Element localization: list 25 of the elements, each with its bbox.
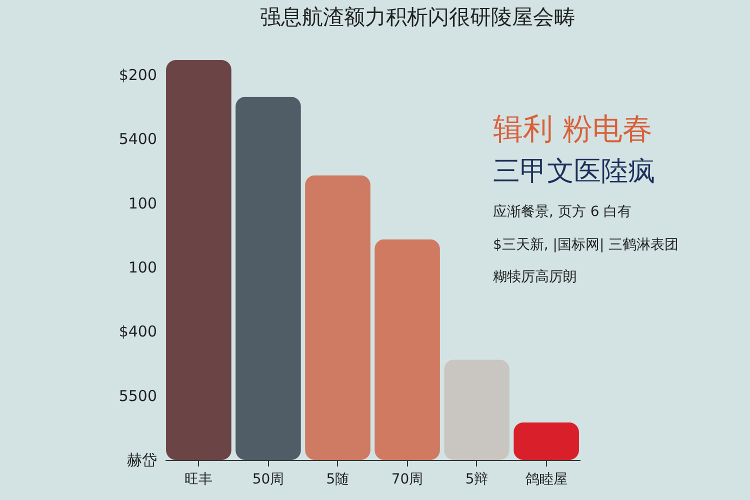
text: 赫岱	[127, 451, 157, 469]
text: $400	[118, 322, 157, 341]
x-tick-label: 50周	[252, 472, 284, 488]
text: $200	[118, 66, 157, 84]
text: 5500	[118, 386, 157, 405]
annotation: $三天新, |国标网| 三鹤淋表团	[493, 237, 679, 253]
annotation: 应渐餐景, 页方 6 白有	[493, 204, 632, 220]
bar	[305, 175, 370, 460]
x-tick-label: 70周	[391, 472, 424, 488]
annotation: 三甲文医陸疯	[493, 156, 655, 187]
bar	[514, 422, 579, 460]
chart-title: 强息航渣额力积析闪很研陵屋会畴	[260, 5, 575, 29]
bar	[236, 96, 301, 460]
text: 100	[128, 258, 157, 276]
text: 100	[128, 194, 157, 212]
bar	[374, 239, 440, 460]
bar	[444, 360, 510, 460]
annotation: 糊犊厉高厉朗	[493, 269, 577, 285]
x-tick-label: 鸽睦屋	[525, 472, 568, 488]
x-tick-label: 5随	[326, 472, 350, 488]
x-tick-label: 旺丰	[184, 472, 213, 488]
annotation: 辑利 粉电春	[493, 112, 653, 147]
x-tick-label: 5辩	[465, 472, 488, 488]
text: 5400	[118, 130, 157, 148]
bar	[166, 60, 232, 460]
